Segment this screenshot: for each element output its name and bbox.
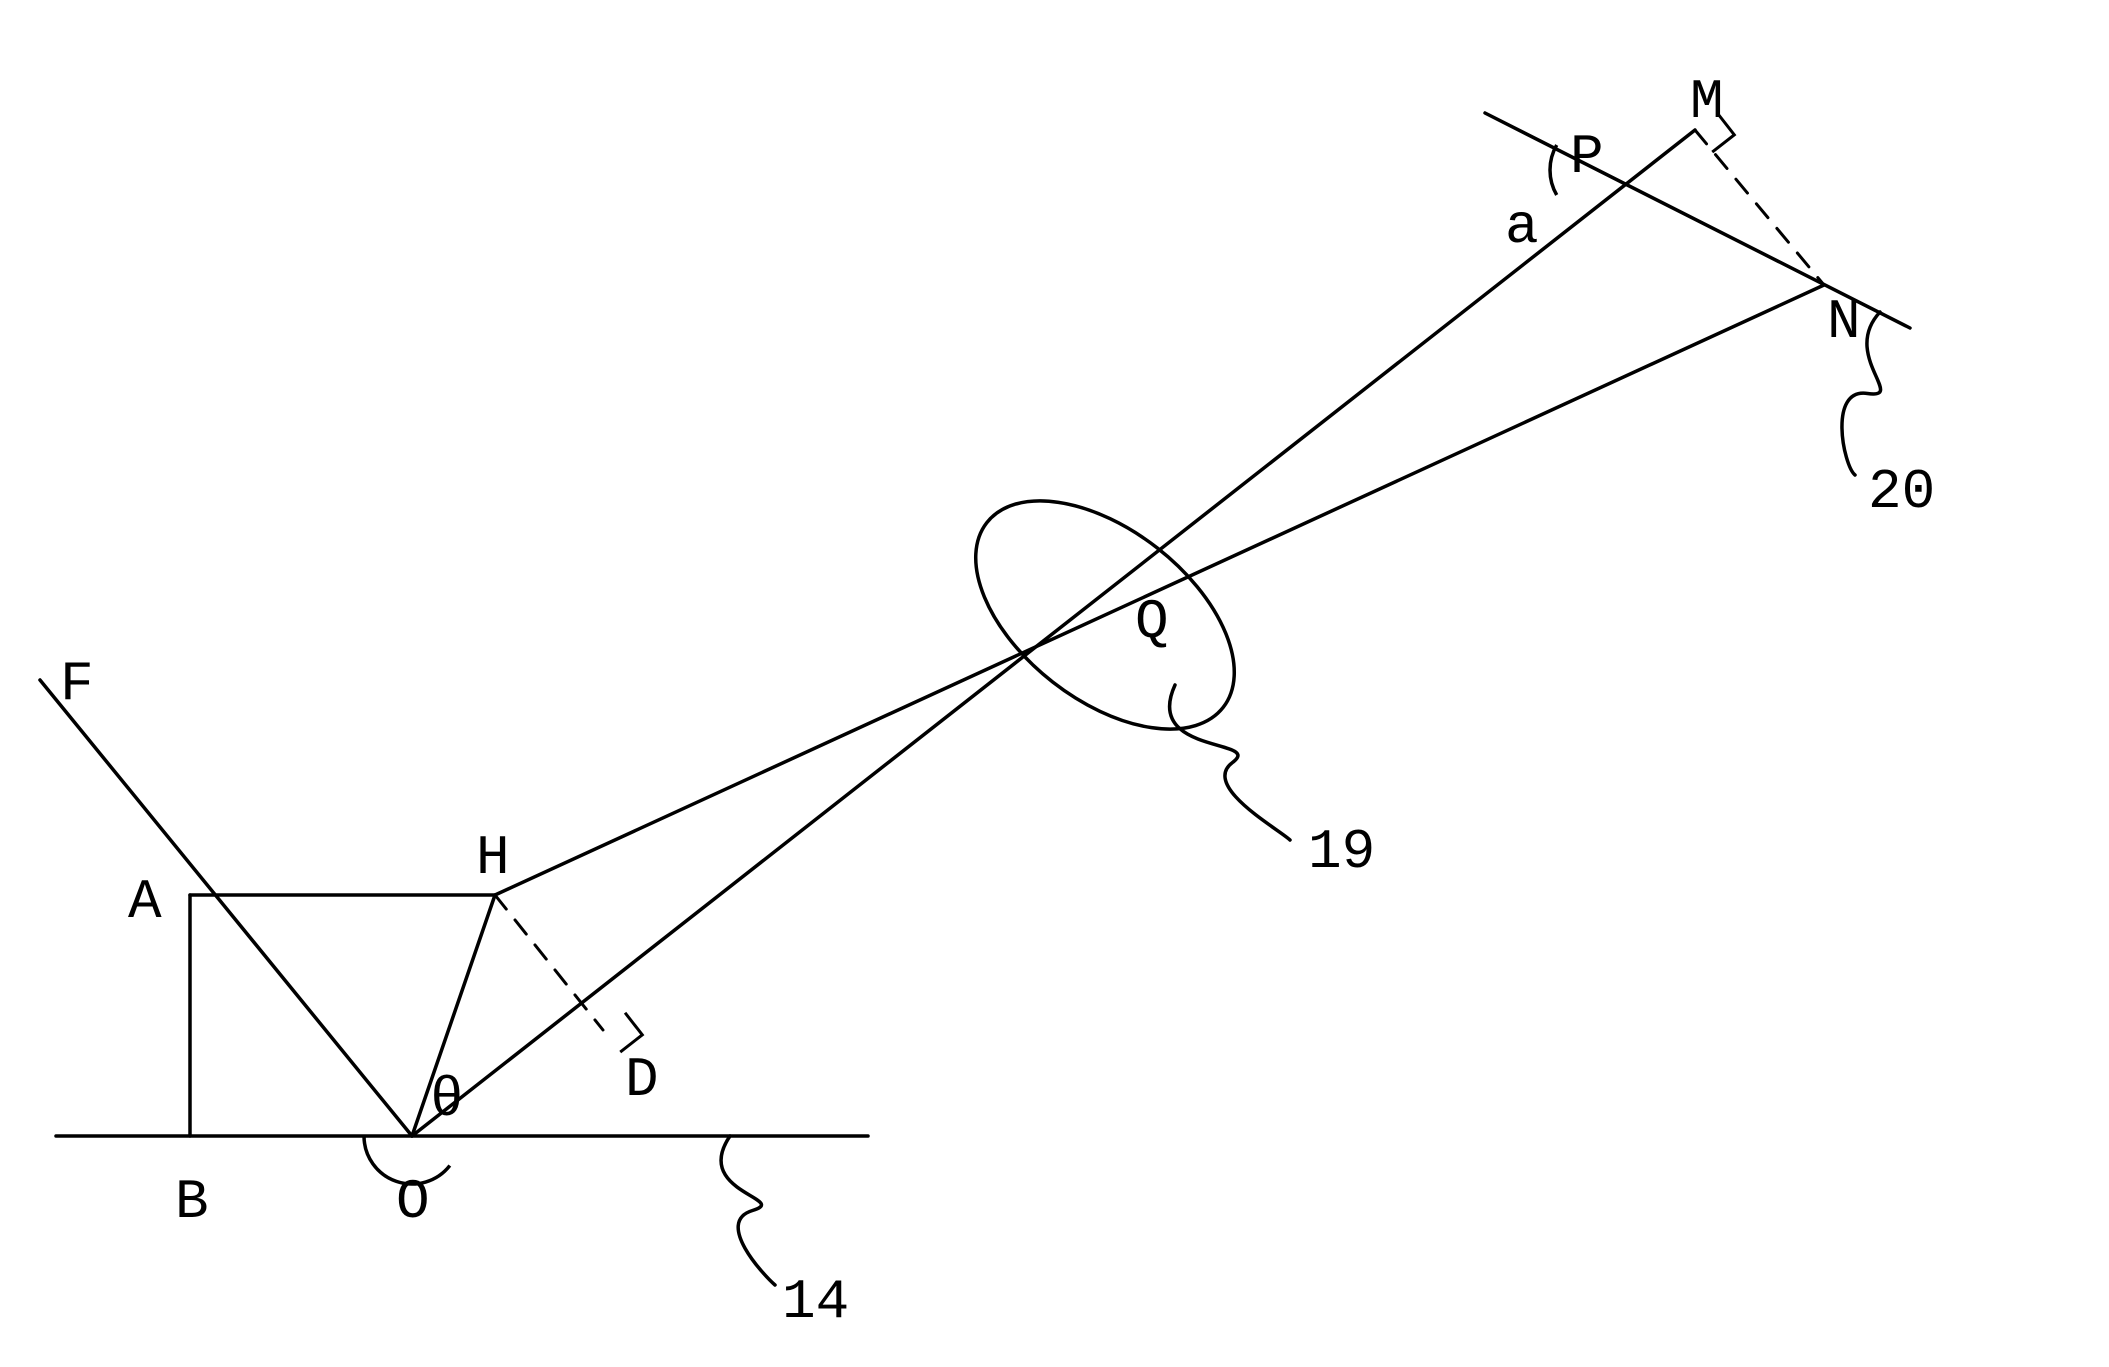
label-A: A bbox=[128, 870, 162, 934]
label-Q: Q bbox=[1135, 590, 1169, 654]
label-B: B bbox=[175, 1170, 209, 1234]
label-O: O bbox=[396, 1170, 430, 1234]
lines-group bbox=[40, 113, 1910, 1136]
label-D: D bbox=[625, 1048, 659, 1112]
callout-label-14: 14 bbox=[782, 1270, 849, 1334]
callout-label-19: 19 bbox=[1308, 820, 1375, 884]
callout-curves bbox=[721, 312, 1881, 1285]
label-N: N bbox=[1827, 290, 1861, 354]
label-H: H bbox=[476, 826, 510, 890]
label-F: F bbox=[60, 652, 94, 716]
callout-label-20: 20 bbox=[1868, 460, 1935, 524]
label-alpha: a bbox=[1505, 195, 1539, 259]
label-M: M bbox=[1690, 70, 1724, 134]
label-P: P bbox=[1570, 125, 1604, 189]
label-theta: θ bbox=[430, 1068, 464, 1132]
angle-arcs bbox=[364, 145, 1557, 1184]
geometry-diagram bbox=[0, 0, 2109, 1367]
